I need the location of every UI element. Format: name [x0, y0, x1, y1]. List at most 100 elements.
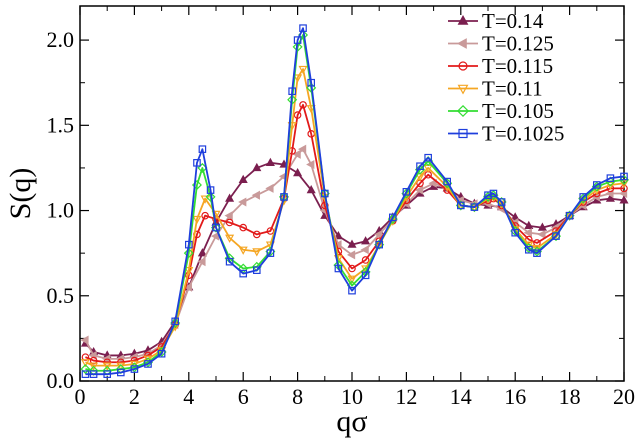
data-point	[293, 111, 302, 119]
x-tick-label: 12	[395, 384, 417, 409]
legend-label: T=0.1025	[482, 122, 564, 146]
x-tick-label: 8	[292, 384, 303, 409]
data-point	[193, 159, 201, 167]
data-point	[212, 223, 220, 232]
data-point	[293, 167, 303, 177]
data-point	[89, 370, 98, 378]
y-tick-label: 0.5	[47, 283, 75, 308]
data-point	[89, 362, 99, 371]
data-point	[537, 229, 546, 239]
data-point	[402, 187, 411, 196]
data-point	[524, 220, 534, 230]
data-point	[457, 201, 465, 210]
data-point	[144, 360, 152, 368]
data-point	[334, 264, 343, 273]
legend-label: T=0.14	[482, 9, 544, 33]
y-tick-label: 2.0	[47, 27, 75, 52]
data-point	[116, 368, 125, 377]
data-point	[443, 177, 452, 186]
data-point	[565, 211, 574, 220]
data-point	[605, 193, 615, 202]
data-point	[389, 213, 397, 222]
data-point	[533, 239, 541, 247]
data-point	[238, 197, 247, 207]
data-point	[225, 193, 235, 202]
legend-label: T=0.125	[482, 32, 554, 56]
data-point	[81, 353, 90, 361]
data-point	[265, 183, 274, 193]
y-tick-label: 1.0	[47, 198, 75, 223]
x-tick-label: 18	[559, 384, 581, 409]
data-point	[287, 94, 298, 105]
data-point	[298, 65, 308, 75]
data-point	[537, 222, 547, 231]
data-point	[414, 185, 424, 195]
data-point	[347, 239, 357, 248]
data-point	[457, 14, 469, 25]
data-point	[293, 74, 303, 83]
data-point	[292, 149, 301, 159]
data-point	[497, 198, 506, 206]
data-point	[579, 193, 588, 201]
data-point	[81, 370, 90, 378]
data-point	[456, 38, 467, 49]
data-point	[333, 231, 343, 240]
data-point	[533, 249, 541, 257]
data-point	[102, 362, 112, 371]
data-point	[80, 364, 91, 375]
series-line	[85, 68, 625, 367]
data-point	[103, 370, 112, 378]
data-point	[293, 36, 302, 44]
data-point	[620, 184, 628, 193]
data-point	[458, 128, 468, 139]
data-point	[197, 257, 206, 267]
y-axis-title: S(q)	[4, 168, 37, 220]
data-point	[320, 201, 329, 210]
series-line	[85, 34, 625, 372]
data-point	[348, 286, 356, 295]
data-point	[620, 172, 628, 181]
data-point	[280, 193, 288, 201]
data-point	[299, 101, 307, 109]
data-point	[225, 218, 234, 227]
data-point	[171, 317, 180, 326]
data-point	[511, 228, 520, 237]
data-point	[619, 195, 629, 204]
data-point	[292, 41, 303, 52]
data-point	[374, 229, 383, 239]
data-point	[238, 246, 248, 255]
data-point	[192, 215, 202, 225]
data-point	[183, 248, 194, 259]
data-point	[424, 153, 432, 162]
data-point	[252, 162, 262, 172]
data-point	[307, 78, 316, 87]
data-point	[253, 266, 261, 275]
x-tick-label: 16	[504, 384, 526, 409]
data-point	[89, 356, 98, 365]
data-point	[130, 365, 139, 373]
data-point	[428, 178, 437, 188]
data-point	[297, 144, 307, 154]
series-line	[85, 27, 625, 376]
x-tick-label: 14	[450, 384, 472, 409]
data-point	[456, 104, 470, 118]
data-point	[206, 186, 215, 194]
data-point	[374, 241, 384, 250]
data-point	[224, 211, 233, 221]
x-tick-label: 10	[341, 384, 363, 409]
data-point	[201, 211, 209, 220]
data-point	[299, 24, 307, 32]
data-point	[416, 162, 424, 171]
data-point	[306, 159, 315, 170]
data-point	[523, 228, 532, 238]
x-tick-label: 0	[75, 384, 86, 409]
data-point	[524, 235, 533, 244]
legend: T=0.14T=0.125T=0.115T=0.11T=0.105T=0.102…	[448, 9, 564, 146]
data-point	[306, 185, 316, 194]
x-tick-label: 6	[238, 384, 249, 409]
data-point	[606, 174, 615, 182]
data-point	[200, 195, 210, 204]
data-point	[360, 245, 369, 255]
data-point	[347, 275, 357, 284]
